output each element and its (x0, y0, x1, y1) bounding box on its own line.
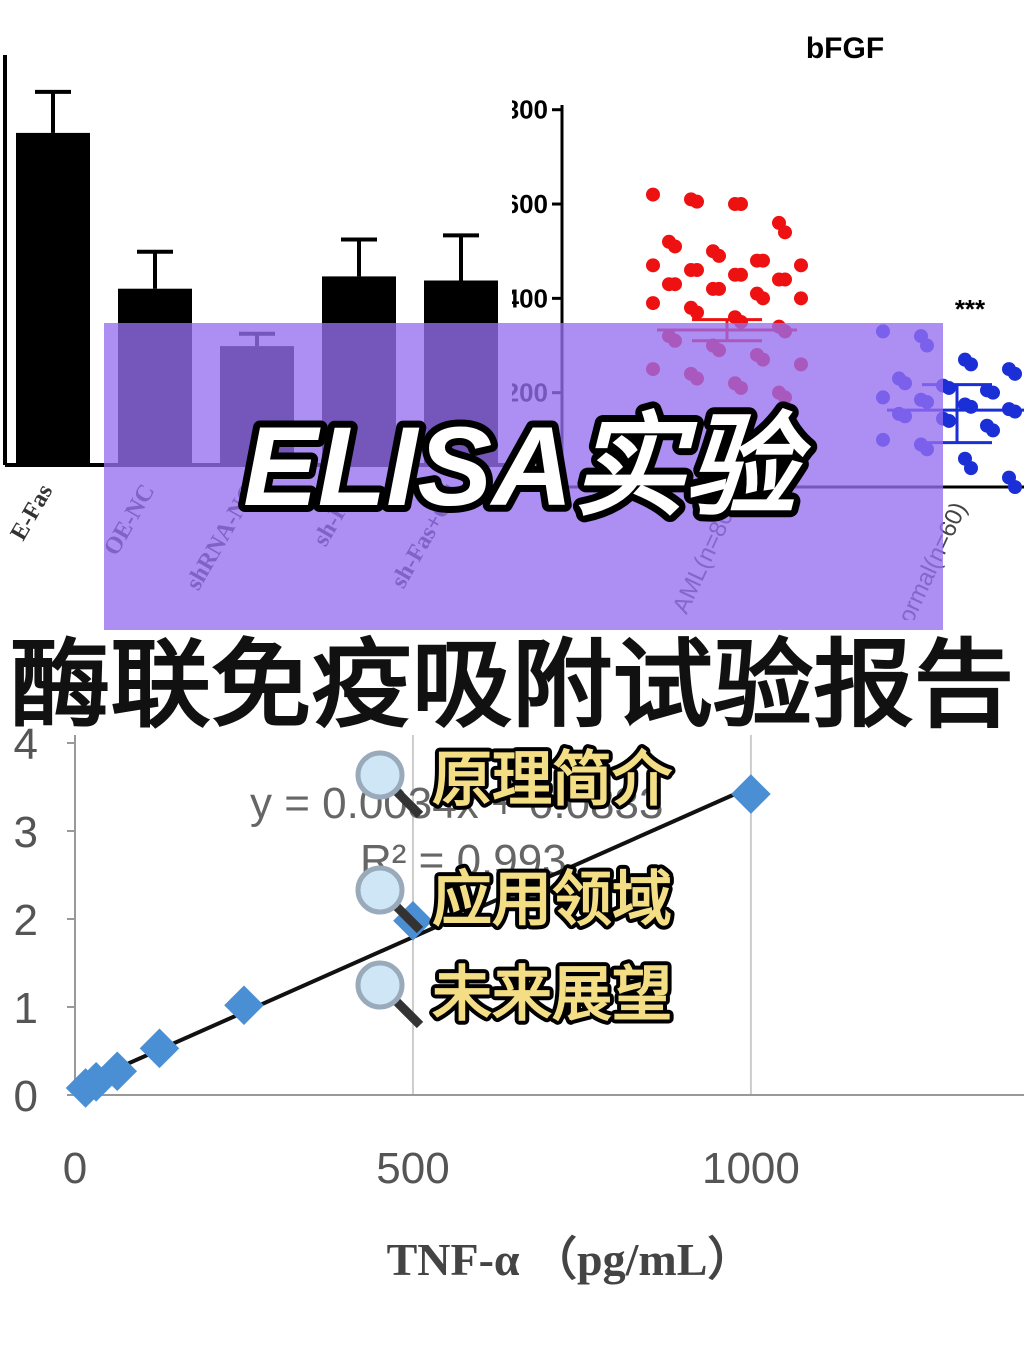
dot (646, 258, 660, 273)
dot (756, 253, 770, 268)
y-tick-label: 4 (14, 720, 38, 769)
bar (16, 132, 90, 465)
dot (646, 296, 660, 311)
dot (794, 258, 808, 273)
y-tick-label: 3 (14, 808, 38, 857)
dot (1008, 480, 1022, 494)
y-tick-label: 400 (505, 283, 548, 313)
dot (942, 380, 956, 395)
dot (964, 399, 978, 414)
y-tick-label: 800 (505, 95, 548, 125)
overlay-subtitle: 酶联免疫吸附试验报告 (10, 632, 1014, 739)
equation: y = 0.0034x + 0.0833 (250, 779, 663, 828)
dot (712, 248, 726, 263)
overlay: ELISA实验 酶联免疫吸附试验报告 原理简介 应用领域 未来展望 (5, 323, 1019, 1032)
y-tick-label: 600 (505, 189, 548, 219)
dot (1008, 366, 1022, 381)
x-tick-label: 500 (376, 1144, 449, 1193)
dot (668, 239, 682, 254)
x-tick-label: 1000 (702, 1144, 800, 1193)
x-axis-label: TNF-α （pg/mL） (387, 1234, 754, 1285)
y-tick-label: 1 (14, 984, 38, 1033)
bullet-icon (355, 750, 424, 819)
y-tick-label: 2 (14, 896, 38, 945)
bullet-text: 原理简介 (432, 746, 673, 813)
dot (734, 267, 748, 282)
annotation: *** (955, 294, 986, 324)
dot (734, 197, 748, 212)
dot (964, 461, 978, 476)
overlay-band (104, 323, 943, 630)
point (731, 774, 771, 814)
overlay-title: ELISA实验 (243, 404, 812, 529)
dot (756, 291, 770, 306)
x-tick-label: 0 (63, 1144, 87, 1193)
dot (942, 413, 956, 428)
dot (778, 225, 792, 240)
dot (778, 272, 792, 287)
bullet-icon (355, 865, 424, 934)
dot (986, 423, 1000, 438)
dot (794, 291, 808, 306)
chart-title: bFGF (806, 32, 884, 65)
dot (986, 385, 1000, 400)
dot (646, 187, 660, 202)
dot (668, 277, 682, 292)
dot (690, 263, 704, 278)
bullet-text: 应用领域 (432, 866, 672, 933)
bullet-text: 未来展望 (432, 961, 672, 1028)
dot (690, 194, 704, 209)
dot (712, 281, 726, 296)
dot (690, 305, 704, 320)
point (224, 985, 264, 1026)
y-tick-label: 0 (14, 1072, 38, 1121)
dot (964, 357, 978, 372)
bullet-icon (355, 960, 424, 1029)
